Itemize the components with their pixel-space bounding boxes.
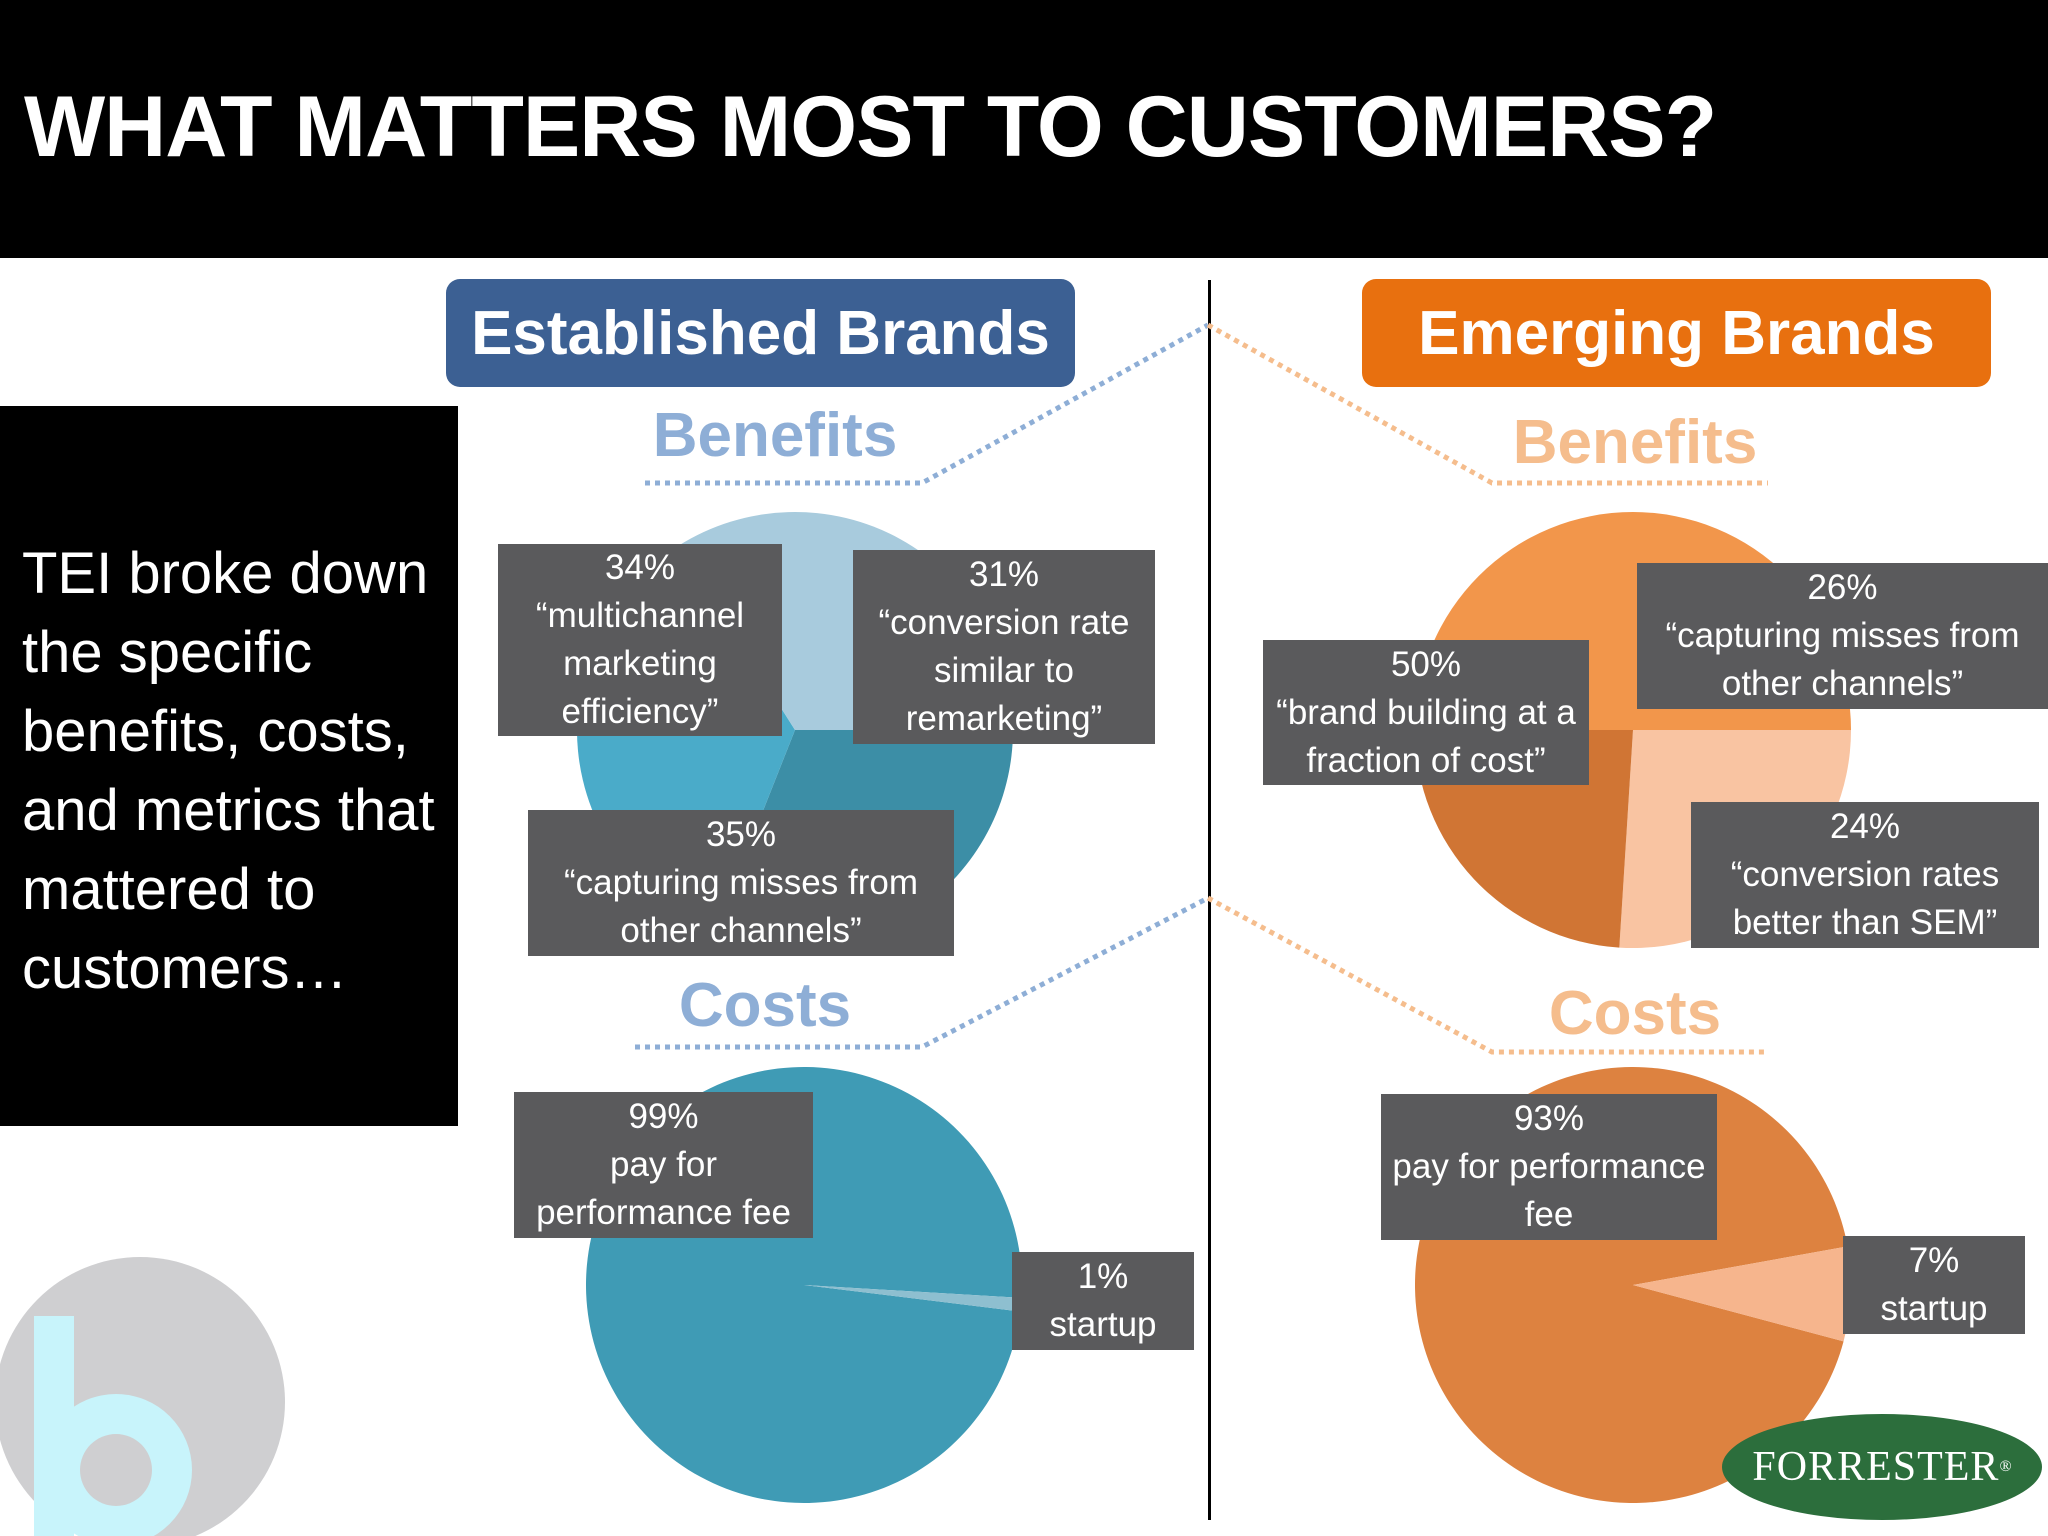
slice-pct: 7% <box>1908 1241 1960 1280</box>
slice-desc-line: “brand building at a <box>1276 692 1576 732</box>
slice-desc-line: better than SEM” <box>1732 903 1998 942</box>
forrester-logo-text: FORRESTER <box>1752 1444 2000 1490</box>
slice-desc-line: fee <box>1524 1195 1574 1234</box>
slice-desc-line: efficiency” <box>561 692 719 731</box>
established-costs-heading: Costs <box>678 971 852 1040</box>
slice-desc-line: pay for <box>610 1145 717 1184</box>
label-emerging-benefits-conversion: 24% “conversion rates better than SEM” <box>1691 802 2039 948</box>
b-logo <box>0 1257 285 1536</box>
slice-desc-line: “conversion rates <box>1730 855 2000 894</box>
slice-pct: 31% <box>968 555 1040 594</box>
connector-established-benefits <box>645 322 1210 486</box>
slice-pct: 34% <box>604 548 676 587</box>
slice-desc-line: “multichannel <box>535 596 745 635</box>
label-emerging-costs-fee: 93% pay for performance fee <box>1381 1094 1717 1240</box>
established-benefits-heading: Benefits <box>652 401 898 470</box>
slice-pct: 50% <box>1390 644 1462 684</box>
emerging-benefits-heading: Benefits <box>1512 408 1758 477</box>
emerging-brands-header: Emerging Brands <box>1362 279 1991 387</box>
description-text: TEI broke down the specific benefits, co… <box>22 541 435 1001</box>
registered-mark: ® <box>1999 1458 2012 1475</box>
slice-desc-line: startup <box>1880 1289 1988 1328</box>
connector-emerging-benefits <box>1206 322 1768 486</box>
slice-desc-line: marketing <box>563 644 717 683</box>
slice-desc-line: “capturing misses from <box>564 863 918 902</box>
forrester-logo: FORRESTER ® <box>1722 1414 2042 1520</box>
connector-emerging-costs <box>1206 895 1768 1055</box>
slice-desc-line: performance fee <box>536 1193 791 1232</box>
label-emerging-benefits-brand: 50% “brand building at a fraction of cos… <box>1263 640 1589 785</box>
slice-desc-line: fraction of cost” <box>1306 740 1546 780</box>
slice-desc-line: startup <box>1049 1305 1157 1344</box>
slice-desc-line: “capturing misses from <box>1665 616 2020 655</box>
emerging-costs-heading: Costs <box>1548 979 1722 1048</box>
slide-title: WHAT MATTERS MOST TO CUSTOMERS? <box>24 79 1717 175</box>
slice-pct: 35% <box>705 815 777 854</box>
slice-pct: 24% <box>1829 807 1901 846</box>
slice-pct: 1% <box>1077 1257 1129 1296</box>
slice-desc-line: similar to <box>933 651 1075 690</box>
slice-pct: 93% <box>1513 1099 1585 1138</box>
established-brands-header: Established Brands <box>446 279 1075 387</box>
slice-desc-line: pay for performance <box>1392 1147 1706 1186</box>
label-established-costs-fee: 99% pay for performance fee <box>514 1092 813 1238</box>
slice-desc-line: other channels” <box>1721 664 1964 703</box>
slice-pct: 99% <box>628 1097 699 1136</box>
connector-established-costs <box>635 895 1210 1050</box>
slice-desc-line: remarketing” <box>905 699 1103 738</box>
description-panel: TEI broke down the specific benefits, co… <box>0 406 458 1126</box>
pie-1-slice-1 <box>804 1285 1022 1312</box>
label-emerging-benefits-capturing: 26% “capturing misses from other channel… <box>1637 563 2048 709</box>
label-established-benefits-conversion: 31% “conversion rate similar to remarket… <box>853 550 1155 744</box>
label-established-benefits-multichannel: 34% “multichannel marketing efficiency” <box>498 544 782 736</box>
label-emerging-costs-startup: 7% startup <box>1843 1236 2025 1334</box>
pie-3-slice-1 <box>1633 1246 1852 1342</box>
slice-pct: 26% <box>1807 568 1878 607</box>
label-established-benefits-capturing: 35% “capturing misses from other channel… <box>528 810 954 956</box>
slice-desc-line: other channels” <box>620 911 862 950</box>
label-established-costs-startup: 1% startup <box>1012 1252 1194 1350</box>
title-bar: WHAT MATTERS MOST TO CUSTOMERS? <box>0 0 2048 258</box>
slice-desc-line: “conversion rate <box>878 603 1130 642</box>
